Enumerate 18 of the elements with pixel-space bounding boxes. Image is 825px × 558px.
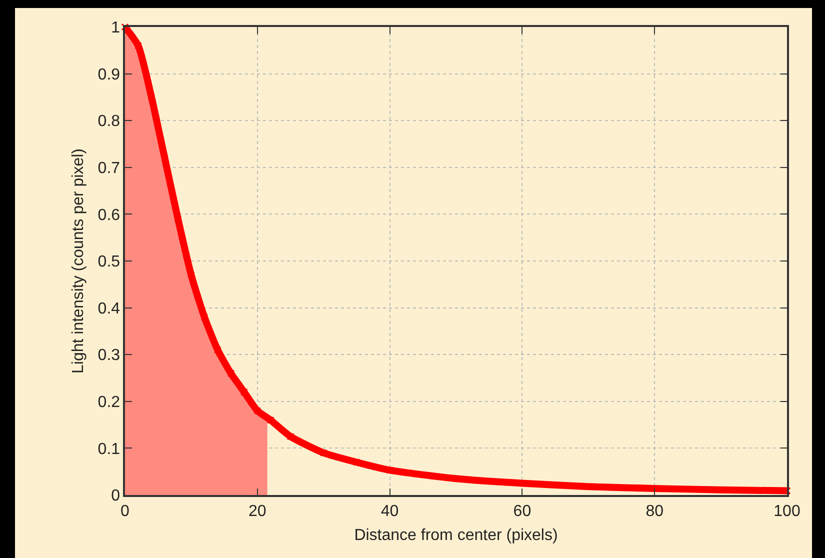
y-tick-label: 0.4 (98, 300, 120, 318)
y-axis-title: Light intensity (counts per pixel) (70, 148, 88, 374)
x-tick-label: 60 (513, 502, 532, 520)
x-tick-label: 100 (774, 502, 800, 520)
y-tick-label: 0.3 (98, 347, 120, 364)
y-tick-label: 0 (111, 488, 120, 505)
y-tick-label: 0.9 (98, 66, 120, 84)
y-tick-label: 0.5 (98, 254, 120, 271)
x-axis-title: Distance from center (pixels) (354, 527, 558, 544)
y-tick-label: 1 (111, 20, 120, 37)
x-tick-label: 40 (380, 502, 399, 520)
x-tick-label: 20 (248, 502, 266, 520)
y-tick-label: 0.7 (98, 160, 120, 177)
y-tick-label: 0.1 (98, 440, 120, 458)
y-tick-label: 0.6 (98, 206, 120, 224)
y-tick-label: 0.8 (98, 113, 120, 130)
x-tick-label: 80 (646, 502, 664, 520)
y-tick-label: 0.2 (98, 394, 120, 411)
